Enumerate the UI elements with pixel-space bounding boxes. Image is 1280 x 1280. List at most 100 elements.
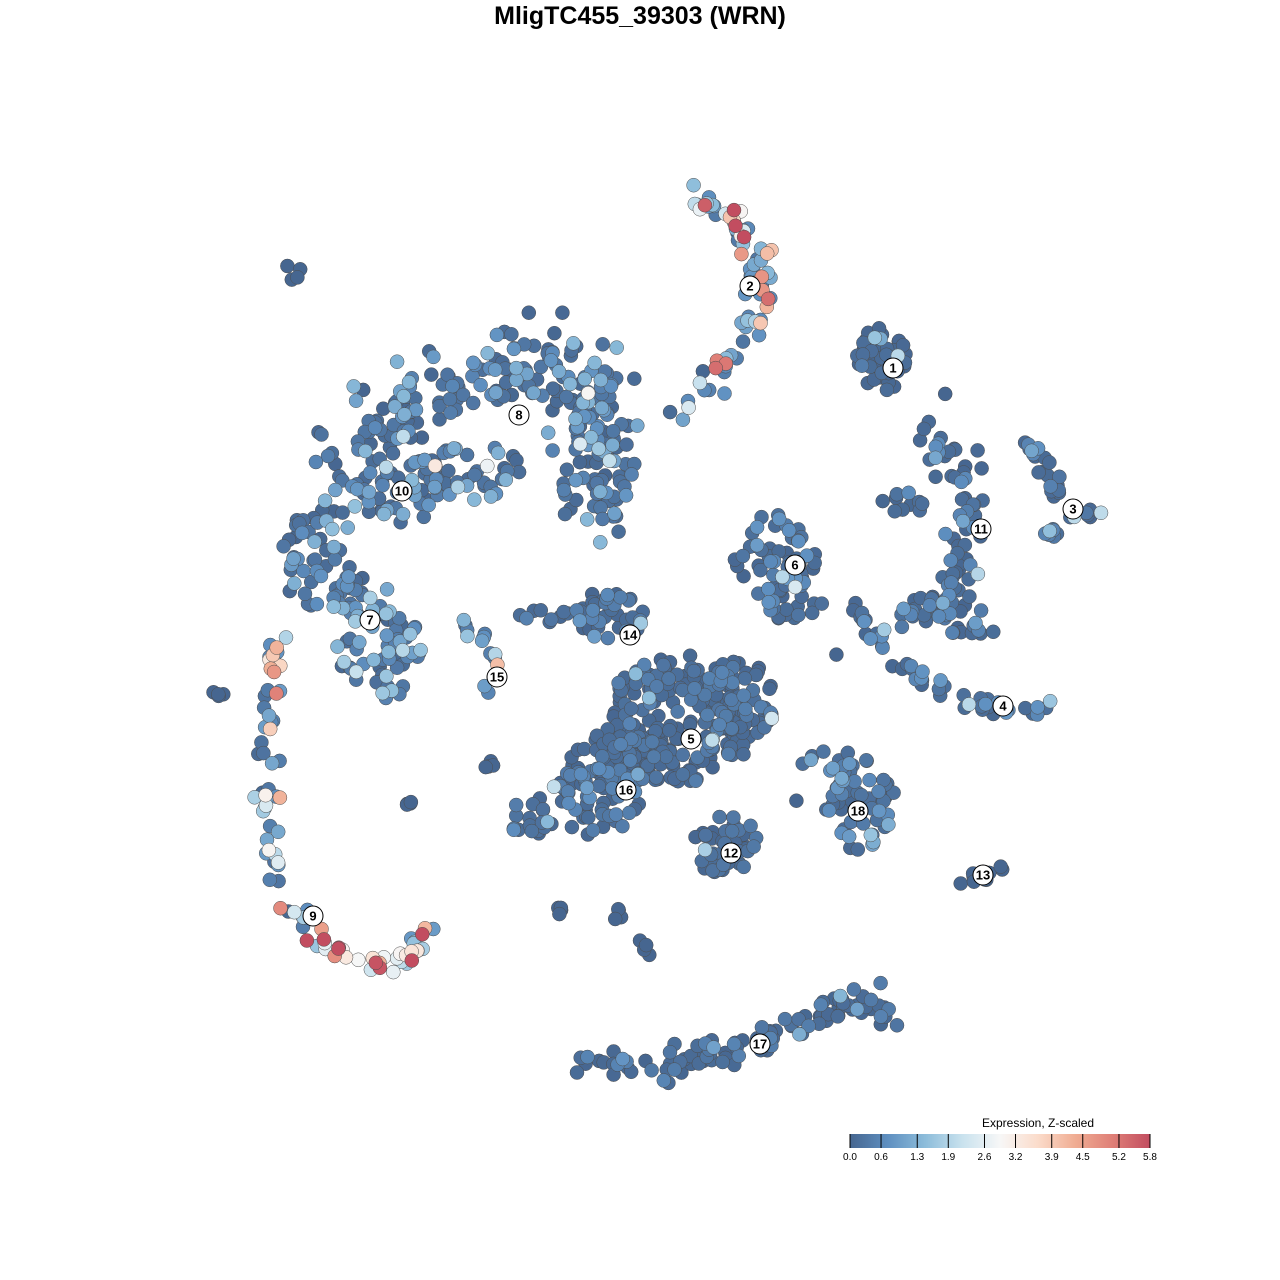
cell-point (421, 497, 436, 513)
cell-point (348, 393, 364, 408)
cell-point (314, 427, 329, 442)
cell-point (489, 327, 505, 343)
cluster-label-marker (972, 864, 994, 886)
cell-point (294, 525, 310, 541)
colorbar-tick-label: 4.5 (1076, 1152, 1090, 1163)
cell-point (630, 418, 645, 433)
cluster-label-10: 10 (391, 480, 413, 502)
cell-point (568, 472, 584, 488)
cluster-label-11: 11 (970, 518, 992, 540)
cell-point (287, 576, 302, 591)
cell-point (881, 817, 896, 832)
cell-point (970, 443, 985, 458)
cell-point (753, 562, 768, 578)
cell-point (775, 569, 790, 585)
cell-point (834, 771, 849, 786)
cell-point (801, 1018, 816, 1034)
cell-point (753, 315, 768, 331)
cluster-label-marker (391, 480, 413, 502)
cell-point (404, 953, 420, 968)
cell-point (397, 407, 412, 422)
cell-point (375, 478, 390, 493)
cell-point (644, 1063, 659, 1078)
cell-point (762, 681, 777, 697)
cell-point (928, 469, 943, 485)
cell-point (613, 737, 628, 752)
cell-point (944, 575, 959, 590)
cell-point (465, 395, 481, 411)
cell-point (587, 629, 602, 644)
cell-point (269, 686, 284, 701)
cell-point (465, 355, 481, 371)
cell-point (914, 496, 930, 511)
cell-point (602, 453, 617, 468)
cell-point (362, 590, 378, 606)
cell-point (638, 937, 654, 953)
cell-point (594, 400, 610, 416)
cell-point (325, 521, 340, 537)
cell-point (278, 630, 294, 645)
cluster-label-marker (680, 728, 702, 750)
cell-point (791, 607, 806, 623)
cell-point (442, 391, 458, 407)
cell-point (262, 721, 278, 737)
cluster-label-text: 13 (976, 868, 990, 883)
cell-point (791, 534, 806, 549)
cell-point (556, 482, 572, 498)
cell-point (763, 554, 778, 569)
cluster-label-marker (302, 905, 324, 927)
cell-point (726, 202, 742, 218)
cell-point (307, 534, 322, 549)
cell-point (726, 1036, 742, 1052)
cell-point (641, 690, 657, 706)
cell-point (389, 354, 405, 369)
cell-point (577, 741, 592, 757)
cell-point (424, 367, 439, 382)
cluster-label-13: 13 (972, 864, 994, 886)
cell-point (401, 374, 417, 390)
cell-point (771, 511, 787, 527)
cluster-label-marker (847, 800, 869, 822)
colorbar-tick-label: 3.2 (1009, 1152, 1023, 1163)
cell-point (387, 399, 403, 414)
cell-point (1042, 693, 1058, 709)
cell-point (726, 810, 741, 825)
cluster-label-marker (359, 609, 381, 631)
cell-point (341, 569, 356, 584)
cell-point (896, 601, 911, 617)
cell-point (717, 386, 732, 401)
cell-point (704, 732, 720, 748)
cell-point (821, 803, 837, 818)
cell-point (970, 566, 986, 582)
cluster-label-marker (739, 275, 761, 297)
cluster-label-marker (619, 624, 641, 646)
cell-point (712, 717, 727, 733)
cell-point (764, 711, 779, 726)
cell-point (697, 687, 713, 703)
cell-point (686, 663, 702, 679)
cell-point (993, 859, 1008, 874)
cluster-label-15: 15 (486, 666, 508, 688)
cluster-label-text: 7 (366, 613, 373, 628)
cell-point (698, 827, 713, 843)
cell-point (478, 759, 493, 775)
cell-point (261, 842, 277, 858)
cluster-label-text: 1 (889, 361, 896, 376)
cell-point (573, 766, 589, 782)
cluster-label-12: 12 (720, 842, 742, 864)
cell-point (715, 1054, 730, 1070)
cell-point (849, 1002, 865, 1017)
cell-point (540, 425, 556, 440)
cell-point (600, 630, 616, 646)
cell-point (546, 779, 562, 794)
cell-point (403, 794, 419, 810)
cell-point (564, 819, 580, 835)
cell-point (825, 760, 841, 776)
cell-point (916, 421, 932, 437)
cell-point (955, 513, 971, 529)
cell-point (395, 506, 411, 522)
cell-point (830, 1009, 846, 1024)
colorbar-tick-label: 5.8 (1143, 1152, 1157, 1163)
cell-point (395, 643, 410, 658)
cluster-label-text: 16 (619, 783, 633, 798)
